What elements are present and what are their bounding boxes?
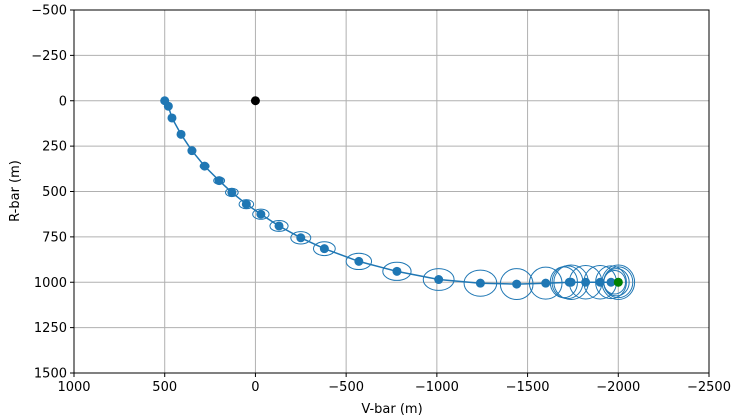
y-axis-ticks: −500 −250 0 250 500 750 1000 1250 1500 <box>31 4 74 382</box>
x-tick-label: 1000 <box>57 380 90 395</box>
uncertainty-ellipse <box>312 241 336 257</box>
trajectory-point <box>274 221 284 231</box>
uncertainty-ellipse <box>345 252 373 271</box>
x-tick-label: −1500 <box>506 380 550 395</box>
trajectory-point <box>160 96 170 106</box>
x-tick-label: −500 <box>328 380 364 395</box>
trajectory-point <box>564 277 574 287</box>
trajectory-point <box>595 277 605 287</box>
trajectory-points <box>160 96 623 289</box>
trajectory-point <box>541 278 551 288</box>
trajectory-point <box>392 266 402 276</box>
x-axis-label: V-bar (m) <box>361 402 422 417</box>
y-tick-label: 1000 <box>34 276 67 291</box>
x-tick-label: −2000 <box>596 380 640 395</box>
trajectory-point <box>214 176 224 186</box>
trajectory-point <box>296 233 306 243</box>
trajectory-point <box>176 129 186 139</box>
uncertainty-ellipse <box>290 231 312 245</box>
x-tick-label: 0 <box>251 380 259 395</box>
y-tick-label: −500 <box>31 4 67 19</box>
uncertainty-ellipse <box>252 208 270 220</box>
trajectory-point <box>227 187 237 197</box>
trajectory-point <box>354 256 364 266</box>
uncertainty-ellipse <box>422 268 455 291</box>
trajectory-point <box>512 279 522 289</box>
x-tick-label: −2500 <box>687 380 731 395</box>
trajectory-point <box>241 199 251 209</box>
uncertainty-ellipse <box>269 220 289 232</box>
trajectory-point <box>167 113 177 123</box>
special-markers <box>250 96 623 287</box>
y-tick-label: 1500 <box>34 367 67 382</box>
x-tick-label: −1000 <box>415 380 459 395</box>
x-tick-label: 500 <box>152 380 177 395</box>
uncertainty-ellipse <box>382 261 412 281</box>
trajectory-point <box>434 275 444 285</box>
y-tick-label: 1250 <box>34 321 67 336</box>
trajectory-point <box>581 277 591 287</box>
y-tick-label: 250 <box>42 140 67 155</box>
trajectory-point <box>187 146 197 156</box>
trajectory-point <box>475 278 485 288</box>
uncertainty-ellipse <box>238 199 255 210</box>
y-tick-label: 0 <box>59 94 67 109</box>
y-axis-label: R-bar (m) <box>8 160 23 222</box>
trajectory-point <box>200 161 210 171</box>
start-point <box>613 277 623 287</box>
trajectory-point <box>256 209 266 219</box>
y-tick-label: −250 <box>31 49 67 64</box>
target-point <box>250 96 260 106</box>
x-axis-ticks: 1000 500 0 −500 −1000 −1500 −2000 −2500 <box>57 373 731 395</box>
trajectory-point <box>606 277 616 287</box>
trajectory-point <box>319 244 329 254</box>
y-tick-label: 750 <box>42 230 67 245</box>
y-tick-label: 500 <box>42 185 67 200</box>
